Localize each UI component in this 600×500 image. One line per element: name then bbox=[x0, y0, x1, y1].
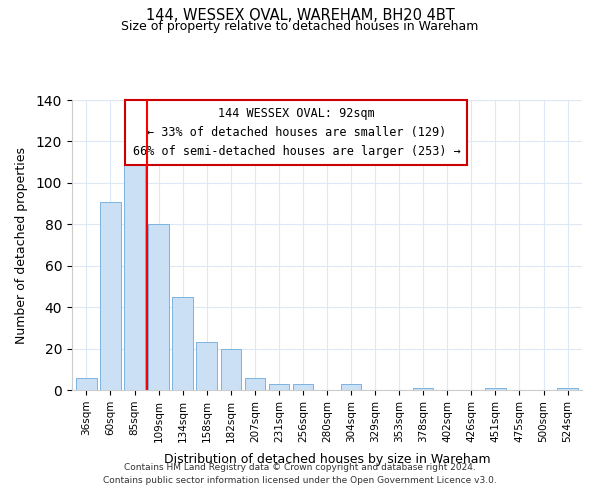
X-axis label: Distribution of detached houses by size in Wareham: Distribution of detached houses by size … bbox=[164, 453, 490, 466]
Text: Contains public sector information licensed under the Open Government Licence v3: Contains public sector information licen… bbox=[103, 476, 497, 485]
Bar bbox=[557, 388, 578, 390]
Text: Contains HM Land Registry data © Crown copyright and database right 2024.: Contains HM Land Registry data © Crown c… bbox=[124, 464, 476, 472]
Bar bbox=[269, 384, 289, 390]
Bar bbox=[172, 297, 193, 390]
Bar bbox=[245, 378, 265, 390]
Bar bbox=[341, 384, 361, 390]
Bar bbox=[485, 388, 506, 390]
Text: 144, WESSEX OVAL, WAREHAM, BH20 4BT: 144, WESSEX OVAL, WAREHAM, BH20 4BT bbox=[146, 8, 454, 22]
Bar bbox=[293, 384, 313, 390]
Bar bbox=[100, 202, 121, 390]
Bar bbox=[76, 378, 97, 390]
Bar bbox=[124, 164, 145, 390]
Bar bbox=[148, 224, 169, 390]
Text: Size of property relative to detached houses in Wareham: Size of property relative to detached ho… bbox=[121, 20, 479, 33]
Text: 144 WESSEX OVAL: 92sqm
← 33% of detached houses are smaller (129)
66% of semi-de: 144 WESSEX OVAL: 92sqm ← 33% of detached… bbox=[133, 108, 460, 158]
Bar bbox=[221, 348, 241, 390]
Y-axis label: Number of detached properties: Number of detached properties bbox=[14, 146, 28, 344]
Bar bbox=[413, 388, 433, 390]
Bar bbox=[196, 342, 217, 390]
